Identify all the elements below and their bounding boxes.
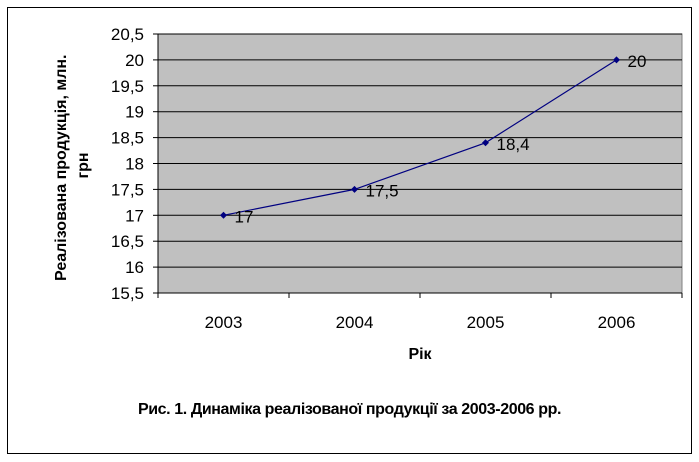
- y-axis-title-line-1: Реалізована продукція, млн.: [53, 55, 70, 281]
- y-tick-label: 17,5: [111, 180, 144, 199]
- y-tick-label: 20,5: [111, 25, 144, 44]
- x-tick-label: 2003: [205, 313, 243, 332]
- y-axis-title: Реалізована продукція, млн. грн: [53, 50, 92, 281]
- y-tick-label: 16,5: [111, 232, 144, 251]
- x-tick-labels: 2003 2004 2005 2006: [205, 313, 636, 332]
- data-point-marker: [351, 185, 358, 193]
- data-point-marker: [613, 56, 620, 64]
- data-label: 20: [628, 52, 647, 71]
- y-tick-label: 19: [125, 103, 144, 122]
- data-label: 18,4: [497, 135, 530, 154]
- x-tick-label: 2005: [467, 313, 505, 332]
- y-tick-label: 20: [125, 51, 144, 70]
- x-axis-title: Рік: [408, 346, 432, 363]
- figure-caption: Рис. 1. Динаміка реалізованої продукції …: [137, 401, 562, 418]
- y-tick-label: 18: [125, 155, 144, 174]
- x-tick-label: 2004: [336, 313, 374, 332]
- y-tick-label: 17: [125, 206, 144, 225]
- axes: [153, 33, 683, 298]
- y-axis-title-line-2: грн: [75, 152, 92, 178]
- series-line-group: [220, 56, 620, 219]
- y-tick-label: 16: [125, 258, 144, 277]
- y-tick-label: 19,5: [111, 77, 144, 96]
- y-tick-label: 15,5: [111, 284, 144, 303]
- y-tick-labels: 15,5 16 16,5 17 17,5 18 18,5 19 19,5 20 20,5: [111, 25, 144, 303]
- data-label: 17,5: [366, 181, 399, 200]
- data-labels: 17 17,5 18,4 20: [235, 52, 647, 226]
- y-tick-label: 18,5: [111, 129, 144, 148]
- x-tick-label: 2006: [598, 313, 636, 332]
- data-point-marker: [482, 139, 489, 147]
- data-label: 17: [235, 207, 254, 226]
- gridlines: [158, 33, 682, 294]
- data-point-marker: [220, 211, 227, 219]
- series-line: [223, 59, 617, 216]
